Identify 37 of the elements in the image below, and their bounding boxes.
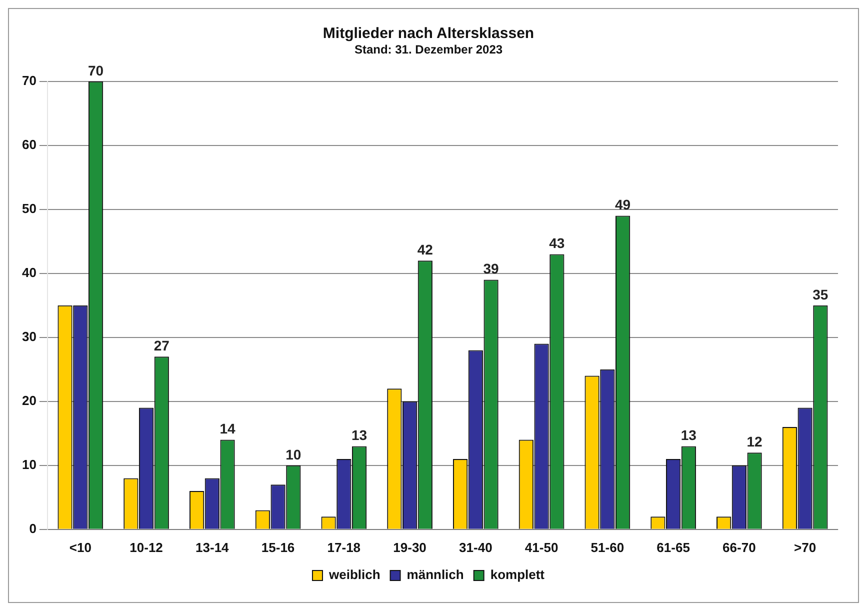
data-label: 49 — [615, 196, 631, 213]
y-tick-label: 50 — [22, 200, 36, 216]
data-label: 39 — [483, 260, 500, 277]
x-tick-label: 61-65 — [656, 540, 690, 555]
chart-subtitle: Stand: 31. Dezember 2023 — [354, 42, 503, 57]
y-tick-label: 30 — [22, 328, 36, 344]
y-tick-label: 0 — [29, 520, 36, 536]
data-label: 13 — [351, 427, 368, 444]
data-label: 27 — [154, 337, 170, 354]
y-tick-label: 40 — [22, 264, 36, 280]
x-tick-label: 10-12 — [130, 540, 163, 555]
legend-label: komplett — [490, 567, 546, 582]
x-tick-label: 19-30 — [393, 540, 426, 555]
x-tick-label: 31-40 — [459, 540, 492, 555]
data-label: 70 — [88, 62, 104, 78]
x-tick-label: <10 — [69, 540, 92, 555]
y-tick-label: 70 — [22, 72, 36, 88]
legend-label: weiblich — [328, 567, 380, 582]
legend-label: männlich — [406, 567, 464, 582]
data-label: 10 — [286, 446, 302, 462]
data-label: 14 — [220, 420, 236, 437]
data-label: 35 — [812, 286, 828, 302]
chart-title: Mitglieder nach Altersklassen — [322, 25, 534, 42]
x-tick-label: 66-70 — [722, 540, 756, 555]
x-tick-label: 51-60 — [590, 540, 624, 555]
x-tick-label: 15-16 — [261, 540, 295, 555]
data-label: 42 — [417, 241, 434, 258]
x-tick-label: 17-18 — [327, 540, 361, 555]
x-tick-label: 13-14 — [196, 540, 230, 555]
y-tick-label: 60 — [22, 136, 36, 152]
data-label: 12 — [746, 433, 763, 450]
y-tick-label: 20 — [22, 392, 36, 408]
data-label: 13 — [680, 427, 697, 444]
x-tick-label: 41-50 — [524, 540, 558, 555]
data-label: 43 — [549, 235, 565, 252]
y-tick-label: 10 — [22, 456, 36, 472]
x-tick-label: >70 — [794, 540, 816, 555]
